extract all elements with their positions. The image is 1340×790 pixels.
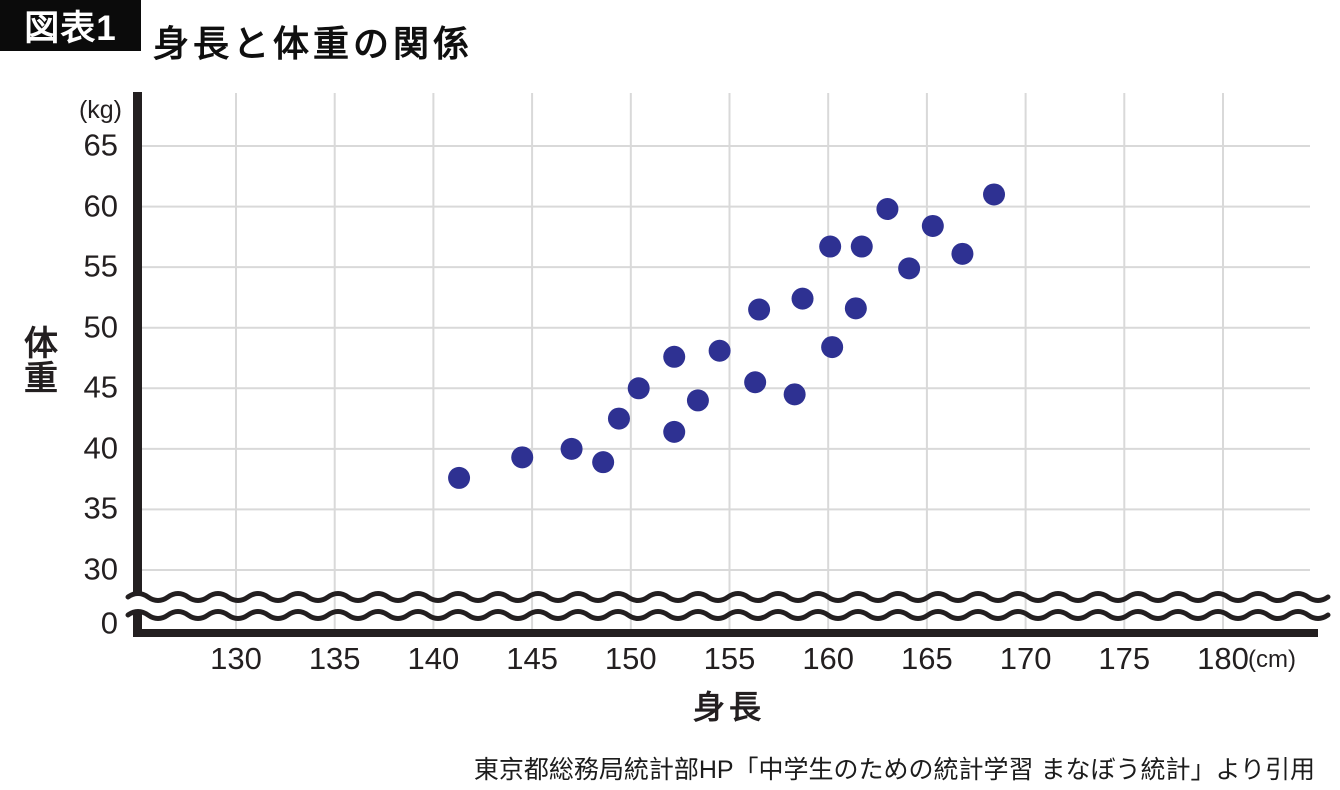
- y-tick-label: 65: [83, 127, 118, 163]
- y-axis-line: [133, 92, 142, 594]
- data-point: [850, 235, 873, 258]
- x-tick-label: 145: [506, 641, 558, 676]
- data-point: [708, 339, 731, 362]
- y-axis-unit-label: (kg): [78, 96, 122, 124]
- axis-break-wave: [125, 609, 1331, 621]
- chart-title: 身長と体重の関係: [153, 23, 474, 64]
- data-point: [983, 183, 1006, 206]
- y-tick-label: 60: [83, 187, 118, 223]
- x-axis-title: 身長: [692, 689, 766, 725]
- x-axis-line: [133, 629, 1318, 637]
- data-point: [819, 235, 842, 258]
- data-point: [560, 437, 583, 460]
- y-tick-label: 30: [83, 551, 118, 587]
- data-point: [791, 287, 814, 310]
- data-point: [951, 242, 974, 265]
- data-point: [876, 197, 899, 220]
- data-point: [898, 257, 921, 280]
- x-tick-label: 170: [999, 641, 1052, 676]
- x-tick-label: 135: [308, 641, 361, 676]
- x-tick-label: 155: [703, 641, 756, 676]
- data-point: [748, 298, 771, 321]
- data-point: [607, 407, 630, 430]
- x-tick-label: 150: [604, 641, 657, 676]
- data-point: [592, 451, 615, 474]
- data-point: [821, 336, 844, 359]
- y-tick-label: 45: [83, 369, 118, 405]
- x-axis-unit-label: (cm): [1248, 646, 1296, 673]
- y-tick-label: 35: [83, 490, 118, 526]
- data-point: [448, 466, 471, 489]
- x-tick-label: 160: [802, 641, 855, 676]
- y-tick-label: 40: [83, 430, 118, 466]
- figure-tag-badge: 図表1: [0, 0, 141, 51]
- data-point: [663, 420, 686, 443]
- figure-tag-label: 図表1: [24, 9, 117, 48]
- y-tick-label: 55: [83, 248, 118, 284]
- data-point: [663, 345, 686, 368]
- data-point: [744, 371, 767, 394]
- x-tick-label: 175: [1098, 641, 1151, 676]
- data-point: [627, 377, 650, 400]
- x-tick-label: 180: [1197, 641, 1249, 676]
- y-tick-label: 50: [83, 308, 118, 344]
- data-point: [686, 389, 709, 412]
- y-axis-title: 体 重: [24, 325, 58, 399]
- x-tick-label: 130: [210, 641, 262, 676]
- y-axis-line-lower: [133, 611, 142, 637]
- y-tick-label-zero: 0: [100, 605, 118, 641]
- x-tick-label: 140: [407, 641, 460, 676]
- data-point: [783, 383, 806, 406]
- axis-break-wave: [125, 591, 1331, 603]
- x-tick-label: 165: [901, 641, 953, 676]
- data-point: [921, 214, 944, 237]
- source-caption: 東京都総務局統計部HP「中学生のための統計学習 まなぼう統計」より引用: [473, 756, 1315, 784]
- data-point: [511, 446, 534, 469]
- data-point: [844, 297, 867, 320]
